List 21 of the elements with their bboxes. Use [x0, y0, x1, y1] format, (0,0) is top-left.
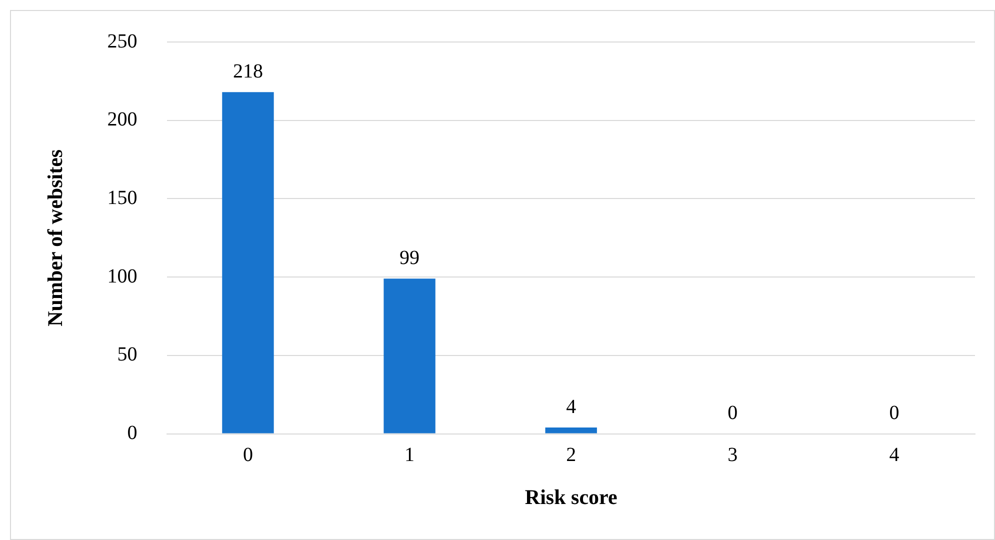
- x-tick-label: 2: [566, 444, 576, 466]
- data-label: 218: [232, 60, 263, 82]
- y-tick-label: 150: [107, 186, 138, 209]
- data-label: 99: [400, 246, 420, 269]
- x-tick-label: 1: [404, 444, 415, 466]
- y-tick-label: 200: [107, 108, 138, 131]
- x-tick-label: 0: [242, 444, 253, 466]
- bar: [222, 92, 274, 434]
- data-label: 4: [566, 396, 576, 418]
- y-tick-label: 100: [107, 265, 138, 288]
- y-tick-label: 250: [107, 30, 138, 52]
- x-axis-title: Risk score: [524, 484, 618, 509]
- data-label: 0: [728, 402, 738, 424]
- bar: [545, 428, 597, 434]
- x-tick-label: 4: [889, 444, 900, 466]
- x-tick-label: 3: [728, 444, 738, 466]
- bar: [384, 278, 436, 434]
- y-tick-label: 50: [117, 344, 138, 366]
- y-tick-label: 0: [127, 422, 138, 444]
- data-label: 0: [889, 402, 900, 424]
- y-axis-title: Number of websites: [43, 149, 68, 326]
